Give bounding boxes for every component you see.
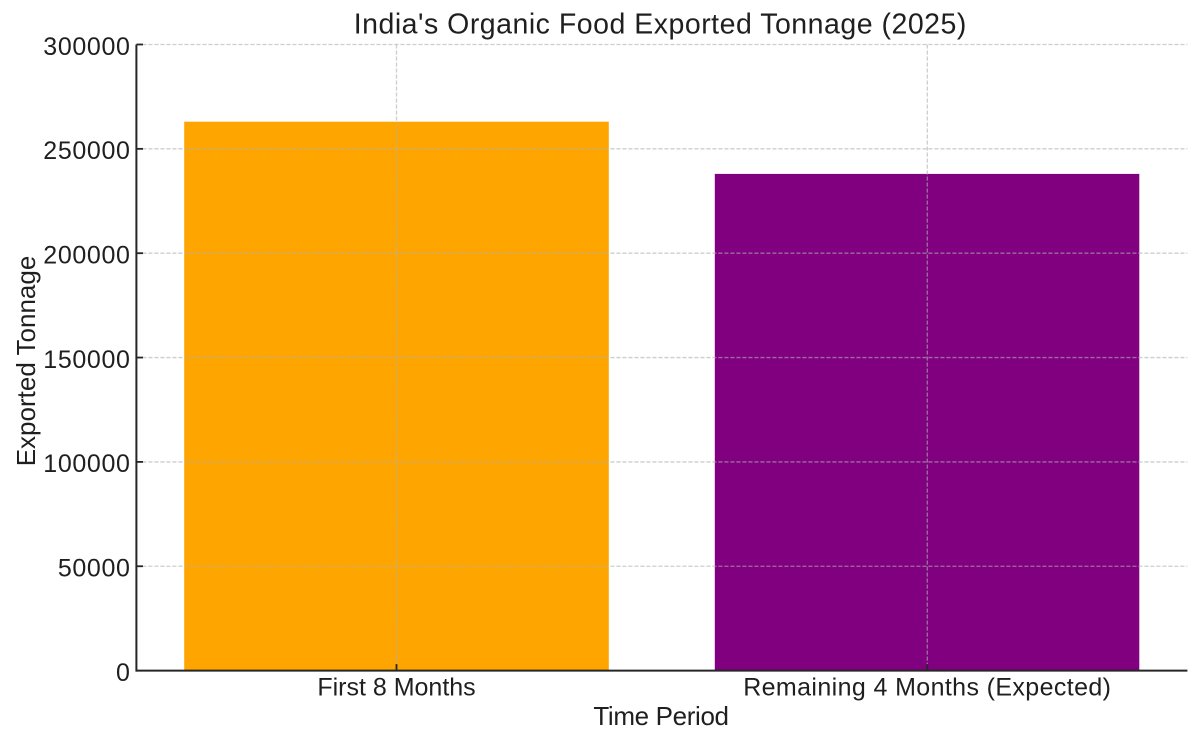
svg-text:200000: 200000 <box>43 242 130 270</box>
svg-text:First 8 Months: First 8 Months <box>317 673 475 701</box>
svg-text:100000: 100000 <box>43 450 130 478</box>
svg-text:Exported Tonnage: Exported Tonnage <box>11 256 41 467</box>
svg-text:India's Organic Food Exported: India's Organic Food Exported Tonnage (2… <box>354 8 967 40</box>
svg-text:Remaining 4 Months (Expected): Remaining 4 Months (Expected) <box>743 673 1111 701</box>
svg-text:50000: 50000 <box>58 555 131 583</box>
svg-text:250000: 250000 <box>43 137 130 165</box>
svg-text:0: 0 <box>116 659 131 687</box>
svg-text:150000: 150000 <box>43 346 130 374</box>
svg-text:Time Period: Time Period <box>593 701 728 731</box>
svg-text:300000: 300000 <box>43 33 130 61</box>
